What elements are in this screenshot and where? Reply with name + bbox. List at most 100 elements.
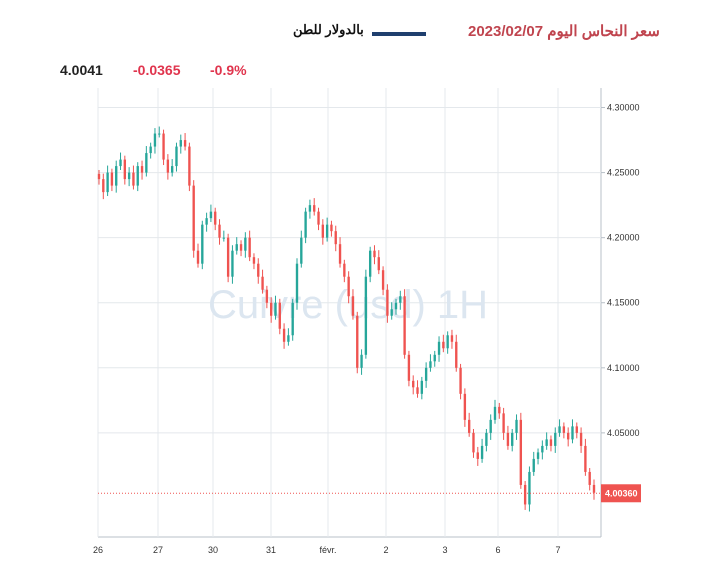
candle	[549, 439, 553, 446]
candle	[300, 237, 303, 264]
candle	[450, 335, 454, 342]
candle	[274, 302, 277, 316]
candle	[489, 419, 492, 433]
x-tick-label: 30	[208, 545, 218, 555]
candle	[278, 302, 281, 329]
candle	[386, 289, 389, 316]
candle	[437, 341, 441, 355]
candle	[532, 458, 535, 472]
legend-label: بالدولار للطن	[293, 22, 364, 37]
candle	[476, 452, 479, 459]
candle	[571, 426, 574, 440]
candle	[506, 432, 510, 446]
x-tick-label: 31	[266, 545, 276, 555]
candle	[416, 387, 419, 394]
candle	[192, 185, 195, 251]
candle	[252, 257, 256, 264]
y-tick-label: 4.10000	[607, 363, 640, 373]
candle	[188, 146, 191, 186]
candle	[282, 328, 286, 342]
candle	[463, 393, 467, 420]
candle	[102, 179, 105, 193]
candle	[325, 224, 329, 238]
candle	[579, 432, 583, 446]
candle	[399, 296, 402, 303]
candle	[201, 224, 204, 264]
candle	[536, 452, 540, 459]
candle	[343, 263, 346, 277]
candle	[528, 471, 531, 505]
candle	[123, 159, 127, 180]
candle	[115, 166, 118, 186]
candle	[424, 367, 428, 381]
candle	[334, 231, 337, 245]
candle	[338, 244, 342, 264]
candle	[511, 432, 514, 446]
candle	[472, 432, 475, 453]
candle	[214, 211, 217, 225]
candle	[313, 205, 316, 212]
candle	[467, 419, 471, 433]
candle	[403, 296, 406, 355]
x-tick-label: 3	[442, 545, 447, 555]
y-tick-label: 4.30000	[607, 103, 640, 113]
candle	[368, 250, 372, 277]
candle	[446, 335, 449, 349]
last-price-tag	[601, 484, 641, 503]
candle	[106, 172, 109, 193]
candle	[364, 276, 368, 355]
candle	[480, 445, 484, 459]
candle	[330, 224, 333, 232]
candle	[390, 309, 393, 316]
candle	[493, 406, 497, 420]
candle	[218, 224, 221, 238]
candle	[119, 159, 122, 167]
candle	[554, 432, 557, 446]
candle	[377, 257, 380, 271]
quote-last-price: 4.0041	[60, 62, 103, 78]
x-tick-label: 27	[153, 545, 163, 555]
candle	[498, 406, 501, 414]
candle	[485, 432, 488, 446]
candle	[420, 380, 424, 394]
candle	[455, 341, 458, 368]
candle	[304, 211, 307, 238]
y-tick-label: 4.25000	[607, 168, 640, 178]
candle	[412, 380, 415, 388]
candle	[519, 419, 523, 485]
candle	[407, 354, 411, 381]
candle	[523, 484, 527, 505]
x-tick-label: 7	[555, 545, 560, 555]
y-axis: 4.30000 4.25000 4.20000 4.15000 4.10000 4.050…	[601, 103, 640, 438]
candle	[459, 367, 462, 394]
candle	[257, 263, 260, 277]
candle	[321, 224, 325, 238]
candle	[558, 426, 561, 433]
candle	[502, 413, 505, 433]
candle	[153, 133, 157, 147]
candle	[584, 445, 587, 472]
candle	[541, 445, 544, 453]
candle	[149, 146, 152, 154]
candle	[566, 432, 570, 440]
candle	[265, 289, 269, 303]
candle	[442, 341, 445, 349]
candle	[429, 361, 432, 368]
candle	[360, 354, 363, 368]
candles	[97, 126, 596, 512]
candle	[140, 166, 144, 173]
candle	[166, 159, 170, 173]
y-tick-label: 4.05000	[607, 428, 640, 438]
candle	[515, 419, 518, 433]
x-tick-label: févr.	[319, 545, 336, 555]
candle	[575, 426, 578, 433]
candle	[394, 302, 398, 310]
candle	[179, 140, 182, 147]
candle	[381, 270, 385, 290]
candle	[291, 302, 294, 336]
candle	[158, 133, 161, 135]
candle	[287, 335, 290, 342]
candle	[317, 211, 320, 225]
y-tick-label: 4.20000	[607, 233, 640, 243]
